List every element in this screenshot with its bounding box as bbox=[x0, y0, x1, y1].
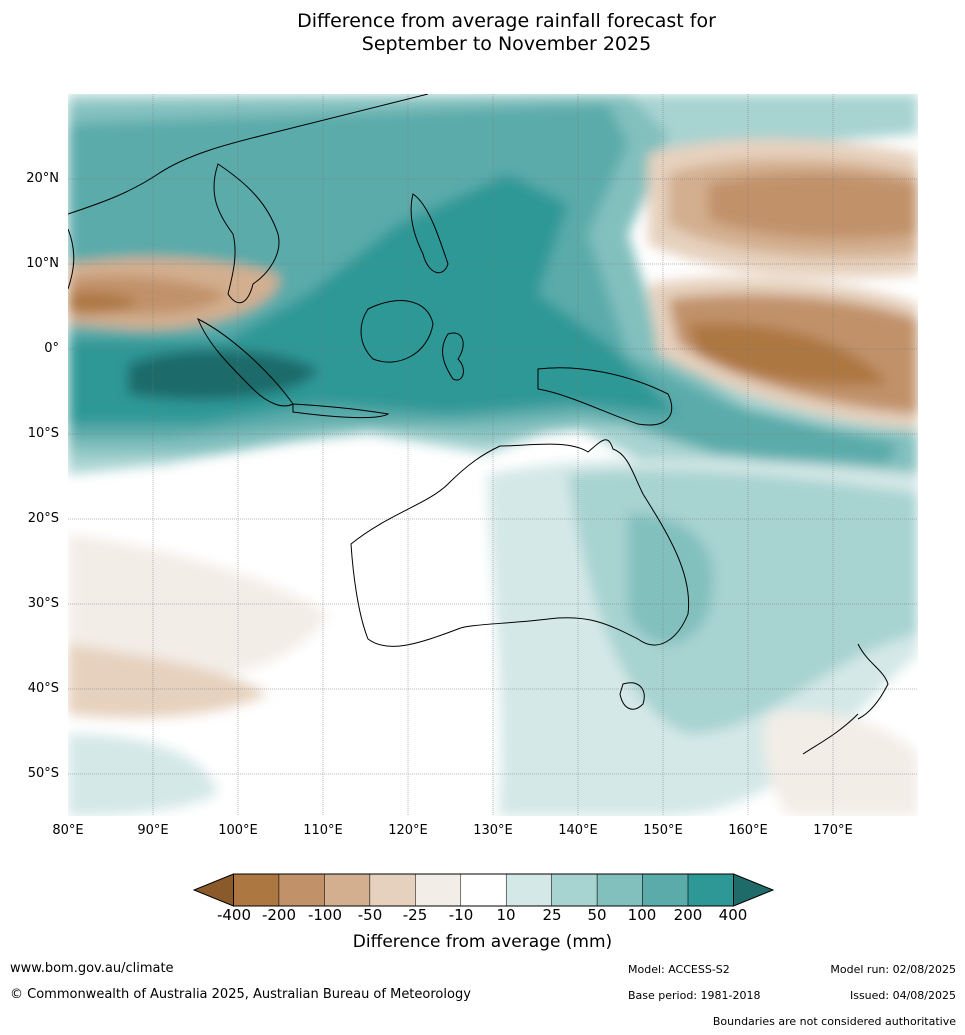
lat-label-20n: 20°N bbox=[26, 171, 59, 186]
footer-base-period: Base period: 1981-2018 bbox=[628, 989, 761, 1002]
title-line-2: September to November 2025 bbox=[361, 33, 652, 55]
footer-url[interactable]: www.bom.gov.au/climate bbox=[10, 961, 174, 976]
lat-label-30s: 30°S bbox=[27, 596, 59, 611]
lon-label-100e: 100°E bbox=[218, 823, 258, 838]
colorbar-swatch bbox=[551, 873, 598, 907]
colorbar-label-neg25: -25 bbox=[402, 906, 428, 924]
colorbar-label-50: 50 bbox=[587, 906, 607, 924]
colorbar-title: Difference from average (mm) bbox=[352, 932, 613, 952]
footer-model-run: Model run: 02/08/2025 bbox=[830, 963, 956, 976]
lon-label-80e: 80°E bbox=[52, 823, 84, 838]
colorbar-frame bbox=[233, 873, 734, 907]
indochina-coast bbox=[213, 163, 280, 304]
lon-label-140e: 140°E bbox=[558, 823, 598, 838]
colorbar-swatch bbox=[415, 873, 462, 907]
lat-label-20s: 20°S bbox=[27, 511, 59, 526]
lat-label-10s: 10°S bbox=[27, 426, 59, 441]
colorbar-swatch bbox=[642, 873, 689, 907]
australia-coast bbox=[350, 439, 690, 647]
colorbar-label-neg400: -400 bbox=[216, 906, 252, 924]
lat-label-0: 0° bbox=[44, 341, 59, 356]
lon-label-130e: 130°E bbox=[473, 823, 513, 838]
rainfall-anomaly-field bbox=[68, 94, 918, 816]
lat-label-10n: 10°N bbox=[26, 256, 59, 271]
colorbar-swatch bbox=[687, 873, 734, 907]
lon-label-90e: 90°E bbox=[137, 823, 169, 838]
philippines-coast bbox=[410, 193, 449, 274]
rainfall-map bbox=[68, 94, 918, 816]
colorbar-swatch bbox=[505, 873, 552, 907]
lat-label-50s: 50°S bbox=[27, 766, 59, 781]
sulawesi-coast bbox=[442, 332, 464, 381]
colorbar-label-neg100: -100 bbox=[307, 906, 343, 924]
colorbar-swatch bbox=[460, 873, 507, 907]
colorbar-high-arrow bbox=[733, 874, 773, 906]
colorbar-swatch bbox=[278, 873, 325, 907]
colorbar-label-200: 200 bbox=[673, 906, 703, 924]
asia-coast bbox=[68, 94, 429, 215]
graticule bbox=[68, 94, 918, 816]
lon-label-170e: 170°E bbox=[813, 823, 853, 838]
sumatra-coast bbox=[197, 317, 294, 407]
colorbar-label-neg50: -50 bbox=[357, 906, 383, 924]
lon-label-160e: 160°E bbox=[728, 823, 768, 838]
anomaly-shading bbox=[68, 94, 918, 816]
coastlines bbox=[68, 94, 889, 755]
map-title: Difference from average rainfall forecas… bbox=[0, 10, 965, 56]
lat-label-40s: 40°S bbox=[27, 681, 59, 696]
footer-model: Model: ACCESS-S2 bbox=[628, 963, 730, 976]
footer-issued: Issued: 04/08/2025 bbox=[849, 989, 956, 1002]
colorbar-swatch bbox=[369, 873, 416, 907]
footer-disclaimer: Boundaries are not considered authoritat… bbox=[712, 1015, 956, 1028]
footer-copyright: © Commonwealth of Australia 2025, Austra… bbox=[10, 987, 471, 1002]
colorbar-label-10: 10 bbox=[496, 906, 516, 924]
colorbar-label-100: 100 bbox=[627, 906, 657, 924]
tasmania-coast bbox=[619, 682, 645, 710]
colorbar-swatch bbox=[233, 873, 280, 907]
java-coast bbox=[292, 403, 390, 419]
title-line-1: Difference from average rainfall forecas… bbox=[297, 10, 716, 32]
colorbar-label-neg200: -200 bbox=[261, 906, 297, 924]
new-zealand-south bbox=[802, 713, 859, 755]
colorbar-swatch bbox=[596, 873, 643, 907]
new-zealand-north bbox=[857, 643, 889, 720]
colorbar-swatch bbox=[324, 873, 371, 907]
colorbar-label-400: 400 bbox=[718, 906, 748, 924]
lon-label-110e: 110°E bbox=[303, 823, 343, 838]
india-coast bbox=[68, 228, 75, 290]
borneo-coast bbox=[360, 300, 434, 363]
new-guinea-coast bbox=[537, 367, 673, 426]
lon-label-120e: 120°E bbox=[388, 823, 428, 838]
colorbar bbox=[193, 873, 774, 907]
lon-label-150e: 150°E bbox=[643, 823, 683, 838]
colorbar-label-neg10: -10 bbox=[448, 906, 474, 924]
colorbar-low-arrow bbox=[194, 874, 234, 906]
colorbar-label-25: 25 bbox=[542, 906, 562, 924]
